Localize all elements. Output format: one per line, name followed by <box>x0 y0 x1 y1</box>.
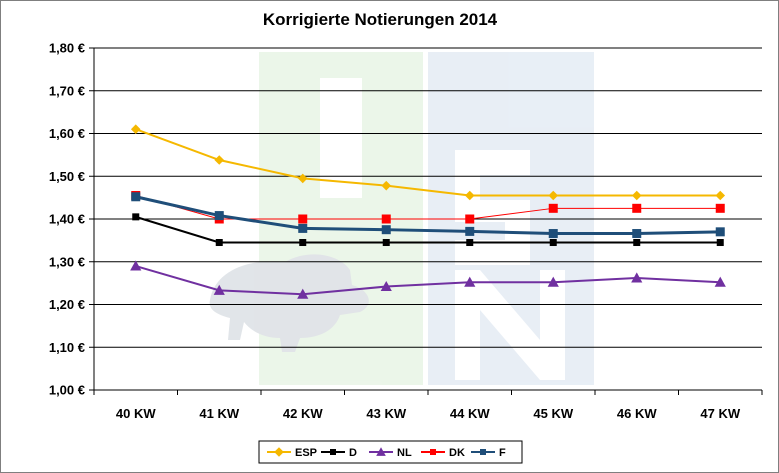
watermark-logo <box>209 52 594 385</box>
data-point <box>480 449 486 455</box>
data-point <box>381 214 391 224</box>
y-tick-label: 1,40 € <box>49 212 85 227</box>
data-point <box>548 203 558 213</box>
x-tick-label: 46 KW <box>617 406 657 421</box>
data-point <box>381 225 391 235</box>
data-point <box>464 276 476 287</box>
x-tick-label: 44 KW <box>450 406 490 421</box>
legend-label-dk: DK <box>449 447 465 459</box>
data-point <box>547 276 559 287</box>
data-point <box>132 213 140 221</box>
x-tick-label: 41 KW <box>199 406 239 421</box>
series-line-nl <box>135 265 721 296</box>
data-point <box>548 190 559 201</box>
legend-label-esp: ESP <box>295 447 317 459</box>
data-point <box>466 239 474 247</box>
data-point <box>430 449 436 455</box>
data-point <box>214 155 225 165</box>
data-point <box>715 203 725 213</box>
plot-area: 1,00 € 1,10 € 1,20 € 1,30 € 1,40 € 1,50 € 1,60… <box>49 41 763 421</box>
data-point <box>715 190 726 201</box>
data-point <box>130 124 141 135</box>
y-tick-label: 1,60 € <box>49 126 85 141</box>
chart-title: Korrigierte Notierungen 2014 <box>263 10 498 29</box>
data-point <box>632 229 642 239</box>
x-tick-label: 40 KW <box>116 406 156 421</box>
data-point <box>130 260 142 271</box>
legend-label-d: D <box>349 447 357 459</box>
legend-label-f: F <box>499 447 506 459</box>
y-tick-label: 1,20 € <box>49 297 85 312</box>
data-point <box>716 239 724 247</box>
data-point <box>131 192 141 202</box>
data-point <box>274 447 284 457</box>
watermark-pig-icon <box>209 254 369 352</box>
data-point <box>381 180 392 191</box>
data-point <box>214 211 224 221</box>
data-point <box>297 288 309 299</box>
data-point <box>215 239 223 247</box>
y-tick-label: 1,00 € <box>49 383 85 398</box>
data-point <box>714 276 726 287</box>
data-point <box>465 214 475 224</box>
data-point <box>465 226 475 236</box>
y-tick-label: 1,50 € <box>49 169 85 184</box>
watermark-letter-i <box>320 78 362 198</box>
data-point <box>631 190 642 201</box>
data-point <box>330 449 336 455</box>
data-point <box>715 227 725 237</box>
data-point <box>382 239 390 247</box>
series-line-d <box>135 215 721 244</box>
data-point <box>213 284 225 295</box>
legend-label-nl: NL <box>397 447 412 459</box>
y-tick-label: 1,10 € <box>49 340 85 355</box>
data-point <box>299 239 307 247</box>
data-point <box>632 203 642 213</box>
x-tick-label: 47 KW <box>700 406 740 421</box>
series-line-f <box>135 195 721 236</box>
data-point <box>380 280 392 292</box>
chart-legend: ESP D NL DK F <box>258 440 523 464</box>
x-tick-label: 43 KW <box>366 406 406 421</box>
watermark-letter-n <box>455 270 565 380</box>
series-line-esp <box>135 128 721 197</box>
data-point <box>464 190 475 201</box>
data-point <box>549 239 557 247</box>
data-point <box>297 173 308 184</box>
x-tick-label: 45 KW <box>533 406 573 421</box>
x-tick-label: 42 KW <box>283 406 323 421</box>
y-tick-label: 1,80 € <box>49 41 85 56</box>
data-point <box>298 223 308 233</box>
y-tick-label: 1,70 € <box>49 83 85 98</box>
data-point <box>376 447 386 456</box>
data-point <box>298 214 308 224</box>
data-point <box>631 272 643 283</box>
data-point <box>633 239 641 247</box>
data-point <box>548 229 558 239</box>
y-tick-label: 1,30 € <box>49 254 85 269</box>
watermark-letter-s <box>455 150 530 265</box>
